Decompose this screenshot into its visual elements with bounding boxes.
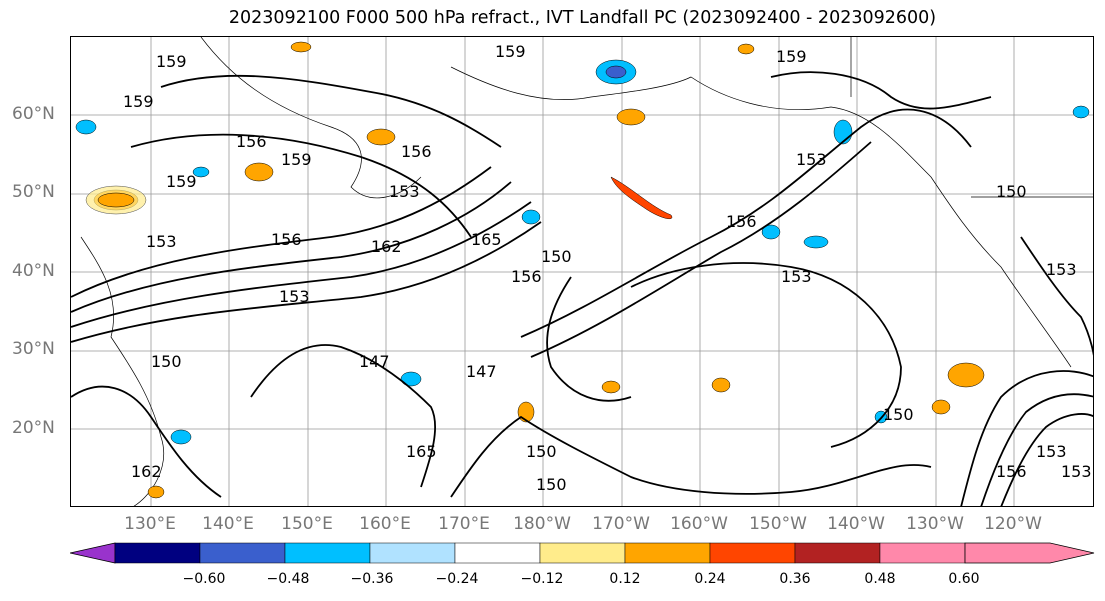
lon-label-120w: 120°W bbox=[984, 514, 1042, 534]
colorbar-tick-label: −0.36 bbox=[350, 571, 394, 587]
lat-label-50n: 50°N bbox=[12, 182, 55, 202]
colorbar-segment bbox=[539, 542, 626, 564]
contour-label: 159 bbox=[281, 150, 312, 169]
contour-label: 156 bbox=[511, 267, 542, 286]
lon-label-140e: 140°E bbox=[202, 514, 254, 534]
map-title: 2023092100 F000 500 hPa refract., IVT La… bbox=[228, 8, 937, 28]
coastlines bbox=[80, 37, 1093, 506]
contour-label: 159 bbox=[156, 52, 187, 71]
colorbar-segment bbox=[369, 542, 456, 564]
colorbar-tick-label: −0.24 bbox=[435, 571, 479, 587]
lat-label-30n: 30°N bbox=[12, 339, 55, 359]
lon-label-160e: 160°E bbox=[359, 514, 411, 534]
colorbar-segment bbox=[199, 542, 286, 564]
colorbar-segment bbox=[709, 542, 796, 564]
contour-label: 159 bbox=[123, 92, 154, 111]
contour-label: 156 bbox=[236, 132, 267, 151]
contour-label: 153 bbox=[279, 287, 310, 306]
colorbar-tick-label: 0.24 bbox=[694, 571, 726, 587]
contour-label: 159 bbox=[495, 42, 526, 61]
lon-label-130w: 130°W bbox=[906, 514, 964, 534]
contour-label: 153 bbox=[1046, 260, 1077, 279]
contour-label: 150 bbox=[541, 247, 572, 266]
lat-label-60n: 60°N bbox=[12, 104, 55, 124]
lat-label-40n: 40°N bbox=[12, 261, 55, 281]
colorbar-tick-label: −0.48 bbox=[266, 571, 310, 587]
contour-label: 165 bbox=[406, 442, 437, 461]
contour-label: 159 bbox=[776, 47, 807, 66]
map-panel: 159 159 159 159 156 159 156 159 153 153 … bbox=[70, 36, 1094, 507]
colorbar-tick-label: 0.12 bbox=[609, 571, 641, 587]
contour-label: 150 bbox=[996, 182, 1027, 201]
colorbar-left-arrow-icon bbox=[70, 542, 116, 564]
colorbar-tick-label: 0.48 bbox=[864, 571, 896, 587]
contour-label: 153 bbox=[1061, 462, 1092, 481]
colorbar-tick-label: 0.36 bbox=[779, 571, 811, 587]
contour-label: 147 bbox=[466, 362, 497, 381]
colorbar-segment bbox=[114, 542, 201, 564]
contour-label: 159 bbox=[166, 172, 197, 191]
contour-label: 156 bbox=[271, 230, 302, 249]
shaded-anomalies bbox=[75, 41, 1090, 499]
lat-label-20n: 20°N bbox=[12, 418, 55, 438]
lon-label-180w: 180°W bbox=[513, 514, 571, 534]
contour-label: 162 bbox=[371, 237, 402, 256]
contour-label: 150 bbox=[526, 442, 557, 461]
contour-label: 156 bbox=[401, 142, 432, 161]
contour-label: 147 bbox=[359, 352, 390, 371]
contour-label: 156 bbox=[726, 212, 757, 231]
map-canvas: 159 159 159 159 156 159 156 159 153 153 … bbox=[71, 37, 1093, 506]
colorbar bbox=[70, 542, 1095, 564]
lon-label-140w: 140°W bbox=[827, 514, 885, 534]
contour-label: 150 bbox=[883, 405, 914, 424]
colorbar-segment bbox=[879, 542, 966, 564]
contour-label: 153 bbox=[146, 232, 177, 251]
contour-label: 153 bbox=[781, 267, 812, 286]
contour-label: 165 bbox=[471, 230, 502, 249]
contour-label: 150 bbox=[151, 352, 182, 371]
lon-label-150e: 150°E bbox=[281, 514, 333, 534]
contour-label: 153 bbox=[389, 182, 420, 201]
colorbar-tick-label: −0.12 bbox=[520, 571, 564, 587]
lon-label-150w: 150°W bbox=[749, 514, 807, 534]
colorbar-segment bbox=[624, 542, 711, 564]
colorbar-tick-label: 0.60 bbox=[948, 571, 980, 587]
colorbar-tick-label: −0.60 bbox=[182, 571, 226, 587]
contour-label: 153 bbox=[796, 150, 827, 169]
refractivity-contours bbox=[71, 71, 1093, 506]
contour-label: 153 bbox=[1036, 442, 1067, 461]
contour-labels: 159 159 159 159 156 159 156 159 153 153 … bbox=[123, 42, 1092, 494]
contour-label: 162 bbox=[131, 462, 162, 481]
colorbar-segment bbox=[284, 542, 371, 564]
lon-label-170w: 170°W bbox=[592, 514, 650, 534]
lon-label-130e: 130°E bbox=[124, 514, 176, 534]
colorbar-right-arrow-icon bbox=[964, 542, 1095, 564]
lon-label-170e: 170°E bbox=[438, 514, 490, 534]
contour-label: 150 bbox=[536, 475, 567, 494]
colorbar-segment bbox=[454, 542, 541, 564]
colorbar-segment bbox=[794, 542, 881, 564]
contour-label: 156 bbox=[996, 462, 1027, 481]
lon-label-160w: 160°W bbox=[670, 514, 728, 534]
